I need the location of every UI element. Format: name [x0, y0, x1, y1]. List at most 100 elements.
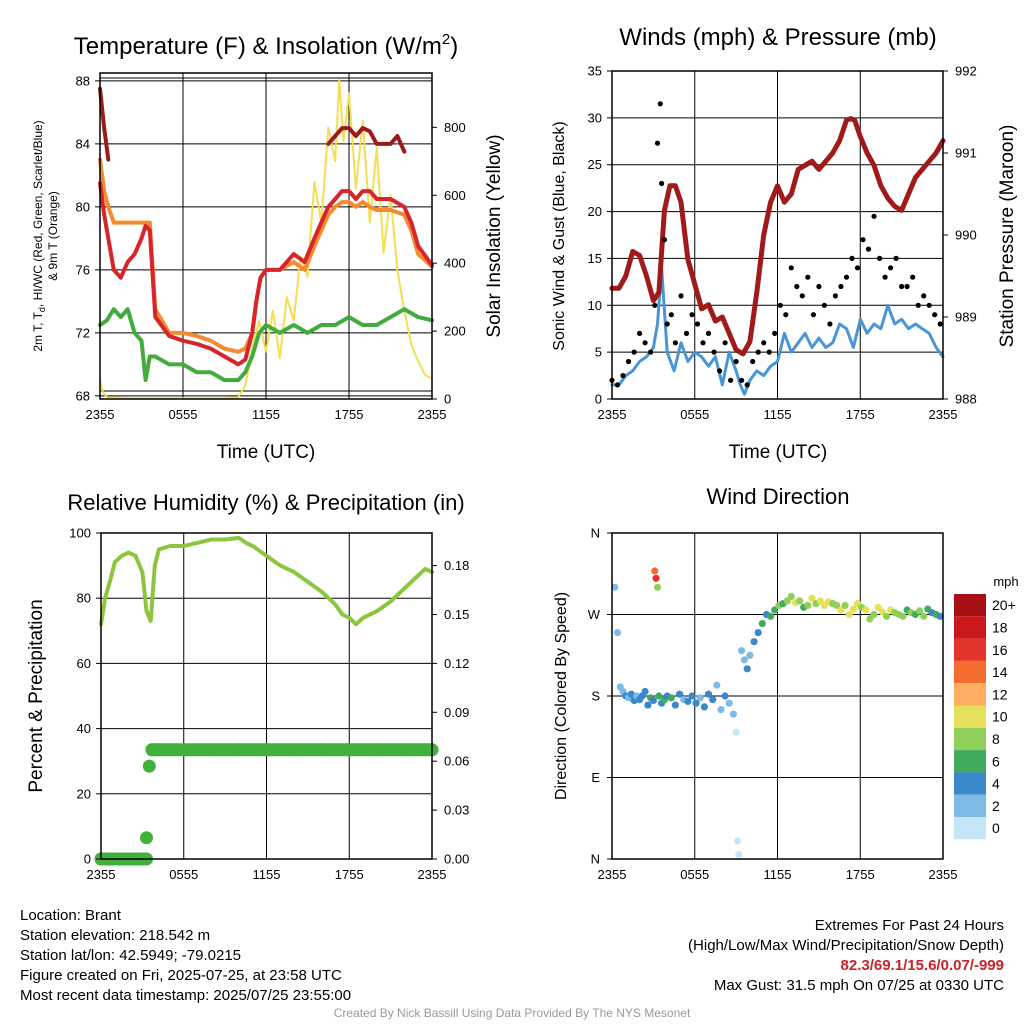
extremes-subtitle: (High/Low/Max Wind/Precipitation/Snow De… [688, 937, 1004, 954]
winds-xlabel: Time (UTC) [729, 442, 828, 463]
gust-point [827, 321, 833, 327]
heat-index-line [98, 86, 111, 162]
direction-point [878, 608, 886, 616]
gust-point [832, 293, 839, 299]
gust-point [614, 382, 621, 388]
precip-point [142, 759, 156, 773]
gust-point [915, 302, 921, 308]
dir-ytick-label: E [591, 770, 600, 785]
dir-ytick-label: S [591, 689, 600, 704]
location-text: Location: Brant [20, 907, 121, 924]
winds-xtick-label: 0555 [680, 407, 709, 422]
direction-point [837, 606, 845, 614]
gust-point [805, 274, 811, 280]
precip-point [287, 743, 301, 757]
legend-label: 4 [992, 776, 1000, 792]
gust-point [854, 265, 861, 271]
legend-swatch [954, 750, 986, 773]
dir-xtick-label: 1755 [846, 867, 875, 882]
gust-point [733, 358, 739, 365]
gust-point [783, 312, 789, 318]
winds-ytick-label: 30 [588, 110, 602, 125]
latlon-text: Station lat/lon: 42.5949; -79.0215 [20, 947, 242, 964]
precip-point [140, 831, 153, 845]
direction-point [743, 665, 751, 673]
direction-point [808, 594, 816, 602]
precip-point [397, 743, 411, 757]
legend-swatch [954, 660, 986, 684]
gust-point [620, 373, 626, 379]
dewpoint-line [98, 307, 434, 383]
gust-point [921, 293, 927, 299]
rh-y2tick-label: 0.12 [444, 656, 469, 671]
gust-point [871, 213, 877, 219]
winds-y2tick-label: 989 [955, 310, 977, 325]
direction-point [653, 583, 662, 591]
gust-point [772, 330, 778, 336]
winds-ytick-label: 20 [588, 204, 602, 219]
gust-point [678, 293, 684, 299]
legend-swatch [954, 683, 986, 706]
gust-point [652, 302, 658, 308]
legend-label: 2 [992, 798, 1000, 814]
winds-frame [611, 70, 944, 400]
data-layer [94, 78, 986, 866]
credit-text: Created By Nick Bassill Using Data Provi… [333, 1006, 691, 1020]
direction-point [758, 620, 766, 628]
rh-ytick-label: 80 [77, 591, 91, 606]
rh-y2tick-label: 0.06 [444, 754, 469, 769]
temp-y2label: Solar Insolation (Yellow) [484, 134, 505, 337]
dir-title: Wind Direction [706, 484, 849, 509]
direction-point [833, 601, 841, 610]
gust-point [893, 255, 899, 261]
temp-ytick-label: 88 [76, 73, 90, 88]
legend-swatch [954, 794, 986, 817]
max-gust-text: Max Gust: 31.5 mph On 07/25 at 0330 UTC [713, 977, 1004, 994]
gust-point [717, 368, 723, 374]
direction-point [849, 605, 858, 613]
gust-point [810, 312, 817, 318]
temp-ytick-label: 80 [76, 199, 90, 214]
direction-point [649, 696, 658, 705]
direction-point [700, 703, 709, 711]
direction-point [729, 710, 738, 718]
gust-point [739, 377, 745, 383]
direction-point [899, 612, 907, 620]
gust-point [899, 283, 905, 290]
direction-point [644, 701, 652, 709]
temp-2m-line [98, 181, 434, 367]
direction-point [870, 610, 878, 619]
gust-point [904, 283, 910, 290]
gust-point [694, 321, 701, 327]
direction-point [862, 606, 870, 614]
rh-ylabel: Percent & Precipitation [26, 599, 47, 792]
winds-y2tick-label: 988 [955, 392, 977, 407]
gust-point [821, 302, 828, 308]
temp-xtick-label: 0555 [169, 407, 198, 422]
winds-xtick-label: 1155 [764, 407, 792, 422]
direction-point [916, 607, 924, 615]
grid-layer [99, 70, 944, 860]
temp-y2tick-label: 200 [444, 324, 466, 339]
legend-title: mph [993, 574, 1018, 589]
legend-label: 10 [992, 709, 1008, 725]
direction-point [627, 690, 635, 698]
winds-y2tick-label: 992 [955, 64, 977, 79]
gust-point [700, 340, 706, 346]
rh-y2tick-label: 0.00 [444, 852, 469, 867]
winds-ytick-label: 0 [595, 392, 602, 407]
station-info: Location: Brant Station elevation: 218.5… [20, 906, 351, 1006]
gust-point [766, 349, 772, 355]
gust-point [926, 302, 932, 308]
rh-ytick-label: 0 [84, 852, 91, 867]
direction-point [738, 647, 746, 655]
frame-layer [95, 70, 948, 860]
rh-xtick-label: 2355 [418, 867, 447, 882]
gust-point [877, 255, 883, 261]
rh-y2tick-label: 0.18 [444, 558, 469, 573]
gust-point [932, 312, 938, 318]
temp-ytick-label: 68 [76, 388, 90, 403]
legend-label: 12 [992, 686, 1008, 702]
direction-point [709, 696, 717, 704]
precip-point [315, 743, 329, 757]
